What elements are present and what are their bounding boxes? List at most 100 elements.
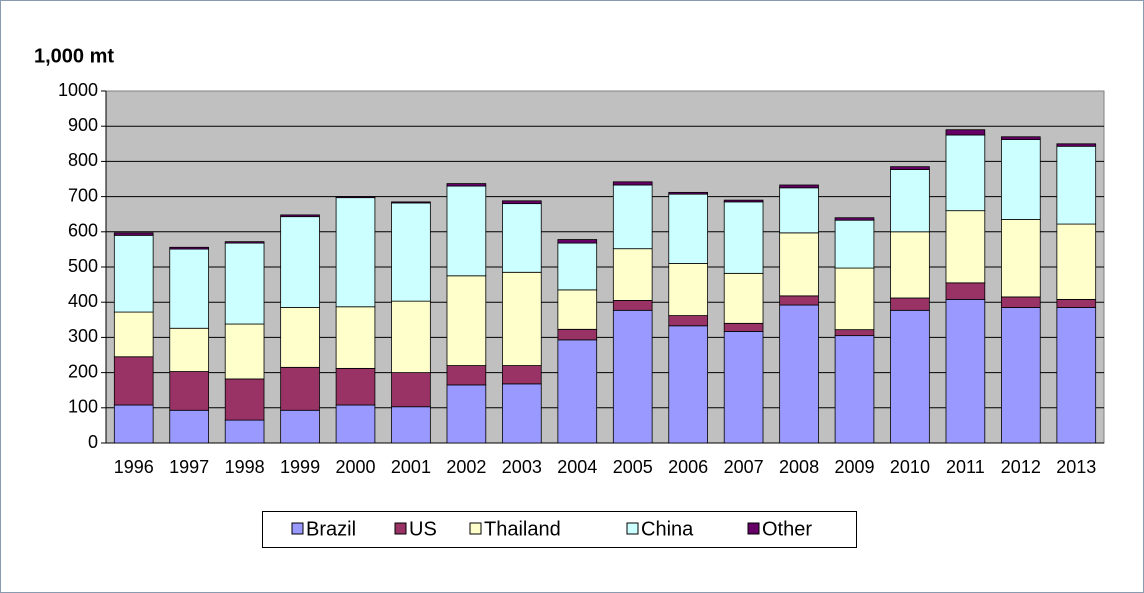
bar-segment bbox=[446, 275, 487, 366]
bar-segment bbox=[834, 267, 875, 331]
bar-segment bbox=[557, 242, 598, 291]
x-tick-label: 2001 bbox=[391, 457, 431, 477]
bar-segment bbox=[446, 384, 487, 444]
legend-label: US bbox=[409, 518, 437, 540]
bar-segment bbox=[890, 169, 930, 233]
bar-segment bbox=[502, 383, 542, 444]
x-tick-label: 2005 bbox=[613, 457, 653, 477]
bar-segment bbox=[335, 404, 376, 444]
bar-segment bbox=[169, 248, 209, 329]
legend-swatch bbox=[469, 522, 482, 535]
bar-segment bbox=[280, 409, 320, 444]
legend-label: China bbox=[641, 518, 694, 540]
x-tick-label: 1997 bbox=[169, 457, 209, 477]
bar-segment bbox=[224, 242, 265, 325]
bar-segment bbox=[834, 219, 875, 269]
bar-segment bbox=[890, 309, 930, 444]
x-tick-label: 2010 bbox=[890, 457, 930, 477]
bar-segment bbox=[723, 322, 764, 332]
legend-swatch bbox=[747, 522, 760, 535]
bar-segment bbox=[169, 246, 209, 250]
bar-segment bbox=[668, 325, 708, 444]
legend-swatch bbox=[394, 522, 407, 535]
x-tick-label: 2012 bbox=[1001, 457, 1041, 477]
bar-segment bbox=[557, 339, 598, 444]
bar-segment bbox=[668, 315, 708, 327]
bar-segment bbox=[945, 298, 986, 444]
bar-segment bbox=[113, 232, 154, 236]
legend-label: Brazil bbox=[306, 518, 356, 540]
y-tick-label: 400 bbox=[68, 291, 98, 311]
bar-segment bbox=[779, 295, 819, 306]
bar-segment bbox=[1001, 139, 1041, 220]
bar-segment bbox=[335, 367, 376, 406]
bar-segment bbox=[779, 304, 819, 444]
bar-segment bbox=[280, 214, 320, 218]
x-tick-label: 1999 bbox=[280, 457, 320, 477]
bar-segment bbox=[557, 328, 598, 341]
bar-segment bbox=[446, 183, 487, 187]
bar-segment bbox=[335, 197, 376, 308]
bar-segment bbox=[335, 196, 376, 199]
bar-segment bbox=[890, 297, 930, 311]
bar-segment bbox=[723, 201, 764, 274]
bar-segment bbox=[391, 202, 431, 302]
bar-segment bbox=[945, 129, 986, 136]
bar-segment bbox=[668, 193, 708, 264]
bar-segment bbox=[280, 366, 320, 411]
bar-segment bbox=[169, 409, 209, 444]
bar-segment bbox=[779, 232, 819, 297]
bar-segment bbox=[224, 323, 265, 380]
bar-segment bbox=[224, 241, 265, 244]
y-tick-label: 100 bbox=[68, 397, 98, 417]
x-tick-label: 2003 bbox=[502, 457, 542, 477]
bar-segment bbox=[224, 378, 265, 421]
bar-segment bbox=[280, 216, 320, 308]
bar-segment bbox=[1001, 136, 1041, 140]
bar-segment bbox=[280, 307, 320, 368]
x-tick-label: 2004 bbox=[557, 457, 597, 477]
y-tick-label: 900 bbox=[68, 115, 98, 135]
bar-segment bbox=[1056, 307, 1097, 444]
bar-segment bbox=[391, 201, 431, 204]
bar-segment bbox=[113, 404, 154, 444]
bar-segment bbox=[557, 289, 598, 330]
bar-segment bbox=[723, 272, 764, 324]
y-tick-label: 600 bbox=[68, 221, 98, 241]
x-tick-label: 2006 bbox=[668, 457, 708, 477]
bar-segment bbox=[557, 239, 598, 244]
bar-segment bbox=[834, 329, 875, 337]
bar-segment bbox=[612, 309, 653, 444]
bar-segment bbox=[391, 300, 431, 374]
x-tick-label: 1998 bbox=[225, 457, 265, 477]
bar-segment bbox=[1001, 219, 1041, 298]
x-tick-label: 2008 bbox=[779, 457, 819, 477]
bar-segment bbox=[890, 231, 930, 299]
bar-segment bbox=[1001, 296, 1041, 308]
x-tick-label: 2002 bbox=[446, 457, 486, 477]
bar-segment bbox=[391, 406, 431, 444]
legend-swatch bbox=[291, 522, 304, 535]
legend-label: Other bbox=[762, 518, 812, 540]
bar-segment bbox=[224, 419, 265, 444]
bar-segment bbox=[502, 271, 542, 366]
x-tick-label: 2000 bbox=[335, 457, 375, 477]
bar-segment bbox=[890, 166, 930, 170]
bar-segment bbox=[612, 248, 653, 301]
bar-segment bbox=[945, 282, 986, 300]
legend-swatch bbox=[626, 522, 639, 535]
bar-segment bbox=[502, 203, 542, 273]
bar-segment bbox=[612, 300, 653, 311]
bar-segment bbox=[945, 210, 986, 284]
bar-segment bbox=[335, 306, 376, 369]
bar-segment bbox=[723, 331, 764, 444]
y-axis-label: 1,000 mt bbox=[34, 45, 114, 67]
x-tick-label: 2009 bbox=[834, 457, 874, 477]
bar-segment bbox=[723, 199, 764, 203]
bar-segment bbox=[502, 365, 542, 385]
y-tick-label: 0 bbox=[88, 432, 98, 452]
bar-segment bbox=[779, 187, 819, 234]
bar-segment bbox=[834, 335, 875, 444]
bar-segment bbox=[113, 234, 154, 313]
